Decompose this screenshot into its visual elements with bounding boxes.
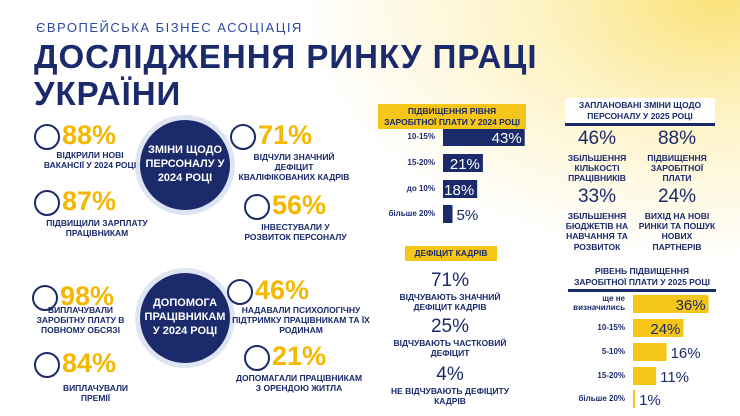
bar (633, 367, 657, 385)
value-label: 16% (671, 345, 701, 362)
category-label: до 10% (406, 183, 435, 193)
value-label: 21% (450, 156, 480, 173)
stat-value: 84% (62, 348, 117, 378)
stat-label: ВІДЧУЛИ ЗНАЧНИЙ ДЕФІЦИТ КВАЛІФІКОВАНИХ К… (238, 152, 350, 183)
stat-value: 88% (657, 128, 697, 149)
section-header: ЗАПЛАНОВАНІ ЗМІНИ ЩОДО ПЕРСОНАЛУ У 2025 … (565, 98, 715, 127)
title: ДОСЛІДЖЕННЯ РИНКУ ПРАЦІ (34, 38, 538, 75)
stat-value: 24% (657, 186, 697, 207)
stat-label: ВІДЧУВАЮТЬ ЗНАЧНИЙ ДЕФІЦИТ КАДРІВ (399, 292, 501, 313)
icon (34, 352, 60, 378)
bar (443, 180, 478, 198)
stat-value: 46% (255, 275, 310, 305)
icon (230, 124, 256, 150)
section-header: РІВЕНЬ ПІДВИЩЕННЯ ЗАРОБІТНОЇ ПЛАТИ У 202… (568, 264, 716, 293)
stat-label: ВИПЛАЧУВАЛИ ЗАРОБІТНУ ПЛАТУ В ПОВНОМУ ОБ… (36, 305, 125, 336)
icon (244, 194, 270, 220)
category-label: більше 20% (578, 393, 625, 403)
bar (443, 154, 483, 172)
category-label: ще не визначились (573, 294, 625, 312)
icon (244, 345, 270, 371)
stat-label: ВИХІД НА НОВІ РИНКИ ТА ПОШУК НОВИХ ПАРТН… (638, 211, 716, 252)
stat-label: ДОПОМАГАЛИ ПРАЦІВНИКАМ З ОРЕНДОЮ ЖИТЛА (235, 373, 363, 394)
bar (633, 343, 667, 361)
category-label: 10-15% (407, 131, 435, 141)
stat-value: 71% (430, 270, 470, 291)
bar (633, 319, 684, 337)
value-label: 11% (660, 369, 689, 386)
icon (34, 124, 60, 150)
value-label: 1% (639, 392, 661, 409)
icon (227, 279, 253, 305)
stat-label: НАДАВАЛИ ПСИХОЛОГІЧНУ ПІДТРИМКУ ПРАЦІВНИ… (232, 305, 370, 336)
value-label: 5% (457, 207, 479, 224)
stat-value: 98% (60, 281, 115, 311)
bar (633, 295, 709, 313)
section-header: ДЕФІЦИТ КАДРІВ (405, 246, 497, 261)
stat-label: ЗБІЛЬШЕННЯ БЮДЖЕТІВ НА НАВЧАННЯ ТА РОЗВИ… (565, 211, 629, 252)
stat-label: ПІДВИЩЕННЯ ЗАРОБІТНОЇ ПЛАТИ (647, 153, 707, 184)
category-label: 15-20% (407, 157, 435, 167)
section-circle: ДОПОМОГА ПРАЦІВНИКАМ У 2024 РОЦІ (140, 273, 230, 363)
stat-label: ВІДЧУВАЮТЬ ЧАСТКОВИЙ ДЕФІЦИТ (393, 338, 507, 359)
stat-value: 21% (272, 341, 327, 371)
stat-label: ПІДВИЩИЛИ ЗАРПЛАТУ ПРАЦІВНИКАМ (46, 218, 148, 239)
stat-value: 4% (436, 364, 464, 385)
category-label: 15-20% (597, 370, 625, 380)
stat-value: 33% (577, 186, 617, 207)
stat-label: ІНВЕСТУВАЛИ У РОЗВИТОК ПЕРСОНАЛУ (244, 222, 347, 243)
icon (32, 285, 58, 311)
section-header: ПІДВИЩЕННЯ РІВНЯ ЗАРОБІТНОЇ ПЛАТИ У 2024… (378, 104, 526, 130)
title: УКРАЇНИ (34, 75, 182, 112)
stat-label: ВИПЛАЧУВАЛИ ПРЕМІЇ (62, 383, 129, 404)
value-label: 36% (676, 297, 706, 314)
category-label: 10-15% (597, 322, 625, 332)
section-circle: ЗМІНИ ЩОДО ПЕРСОНАЛУ У 2024 РОЦІ (140, 120, 230, 210)
stat-value: 46% (577, 128, 617, 149)
stat-value: 87% (62, 186, 117, 216)
org-name: ЄВРОПЕЙСЬКА БІЗНЕС АСОЦІАЦІЯ (36, 20, 303, 35)
stat-value: 25% (430, 316, 470, 337)
stat-label: ЗБІЛЬШЕННЯ КІЛЬКОСТІ ПРАЦІВНИКІВ (567, 153, 627, 184)
stat-value: 88% (62, 120, 117, 150)
value-label: 43% (492, 130, 522, 147)
value-label: 24% (650, 321, 680, 338)
stat-value: 56% (272, 190, 327, 220)
bar (633, 390, 636, 408)
stat-label: ВІДКРИЛИ НОВІ ВАКАНСІЇ У 2024 РОЦІ (43, 150, 137, 171)
bar (443, 205, 453, 223)
stat-label: НЕ ВІДЧУВАЮТЬ ДЕФІЦИТУ КАДРІВ (390, 386, 510, 407)
category-label: більше 20% (388, 208, 435, 218)
bar (443, 128, 525, 146)
category-label: 5-10% (601, 346, 625, 356)
icon (34, 190, 60, 216)
stat-value: 71% (258, 120, 313, 150)
value-label: 18% (444, 182, 474, 199)
